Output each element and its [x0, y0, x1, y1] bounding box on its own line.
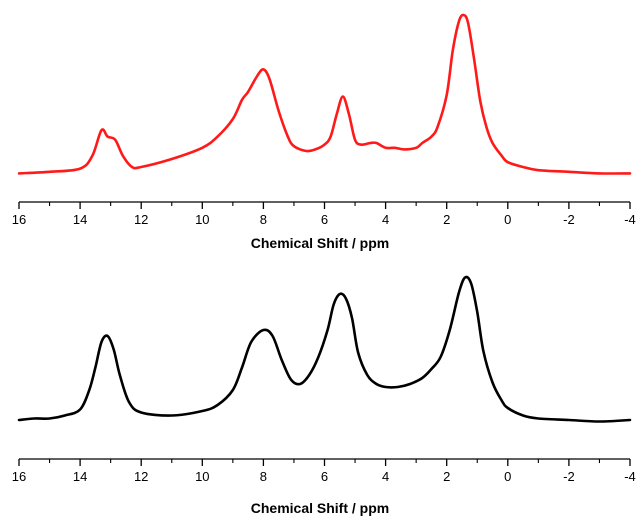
spectrum-line-1 [17, 13, 632, 175]
x-tick-label: 0 [504, 212, 511, 227]
x-tick-label: 8 [260, 469, 267, 484]
x-tick-label: 4 [382, 469, 389, 484]
spectrum-line-2 [17, 275, 632, 423]
x-tick-label: 2 [443, 212, 450, 227]
x-tick-label: 8 [260, 212, 267, 227]
x-tick-label: 6 [321, 469, 328, 484]
x-tick-label: 2 [443, 469, 450, 484]
x-tick-label: -4 [624, 469, 636, 484]
x-tick-label: 12 [134, 469, 148, 484]
x-tick-label: 14 [73, 469, 87, 484]
x-tick-label: -2 [563, 212, 575, 227]
x-axis-title: Chemical Shift / ppm [251, 500, 389, 516]
x-axis-title: Chemical Shift / ppm [251, 235, 389, 251]
x-tick-label: 6 [321, 212, 328, 227]
x-tick-label: 16 [12, 469, 26, 484]
x-tick-label: -2 [563, 469, 575, 484]
x-tick-label: 16 [12, 212, 26, 227]
x-tick-label: 0 [504, 469, 511, 484]
x-tick-label: 12 [134, 212, 148, 227]
x-tick-label: 10 [195, 469, 209, 484]
x-tick-label: 10 [195, 212, 209, 227]
x-tick-label: -4 [624, 212, 636, 227]
x-tick-label: 14 [73, 212, 87, 227]
x-tick-label: 4 [382, 212, 389, 227]
